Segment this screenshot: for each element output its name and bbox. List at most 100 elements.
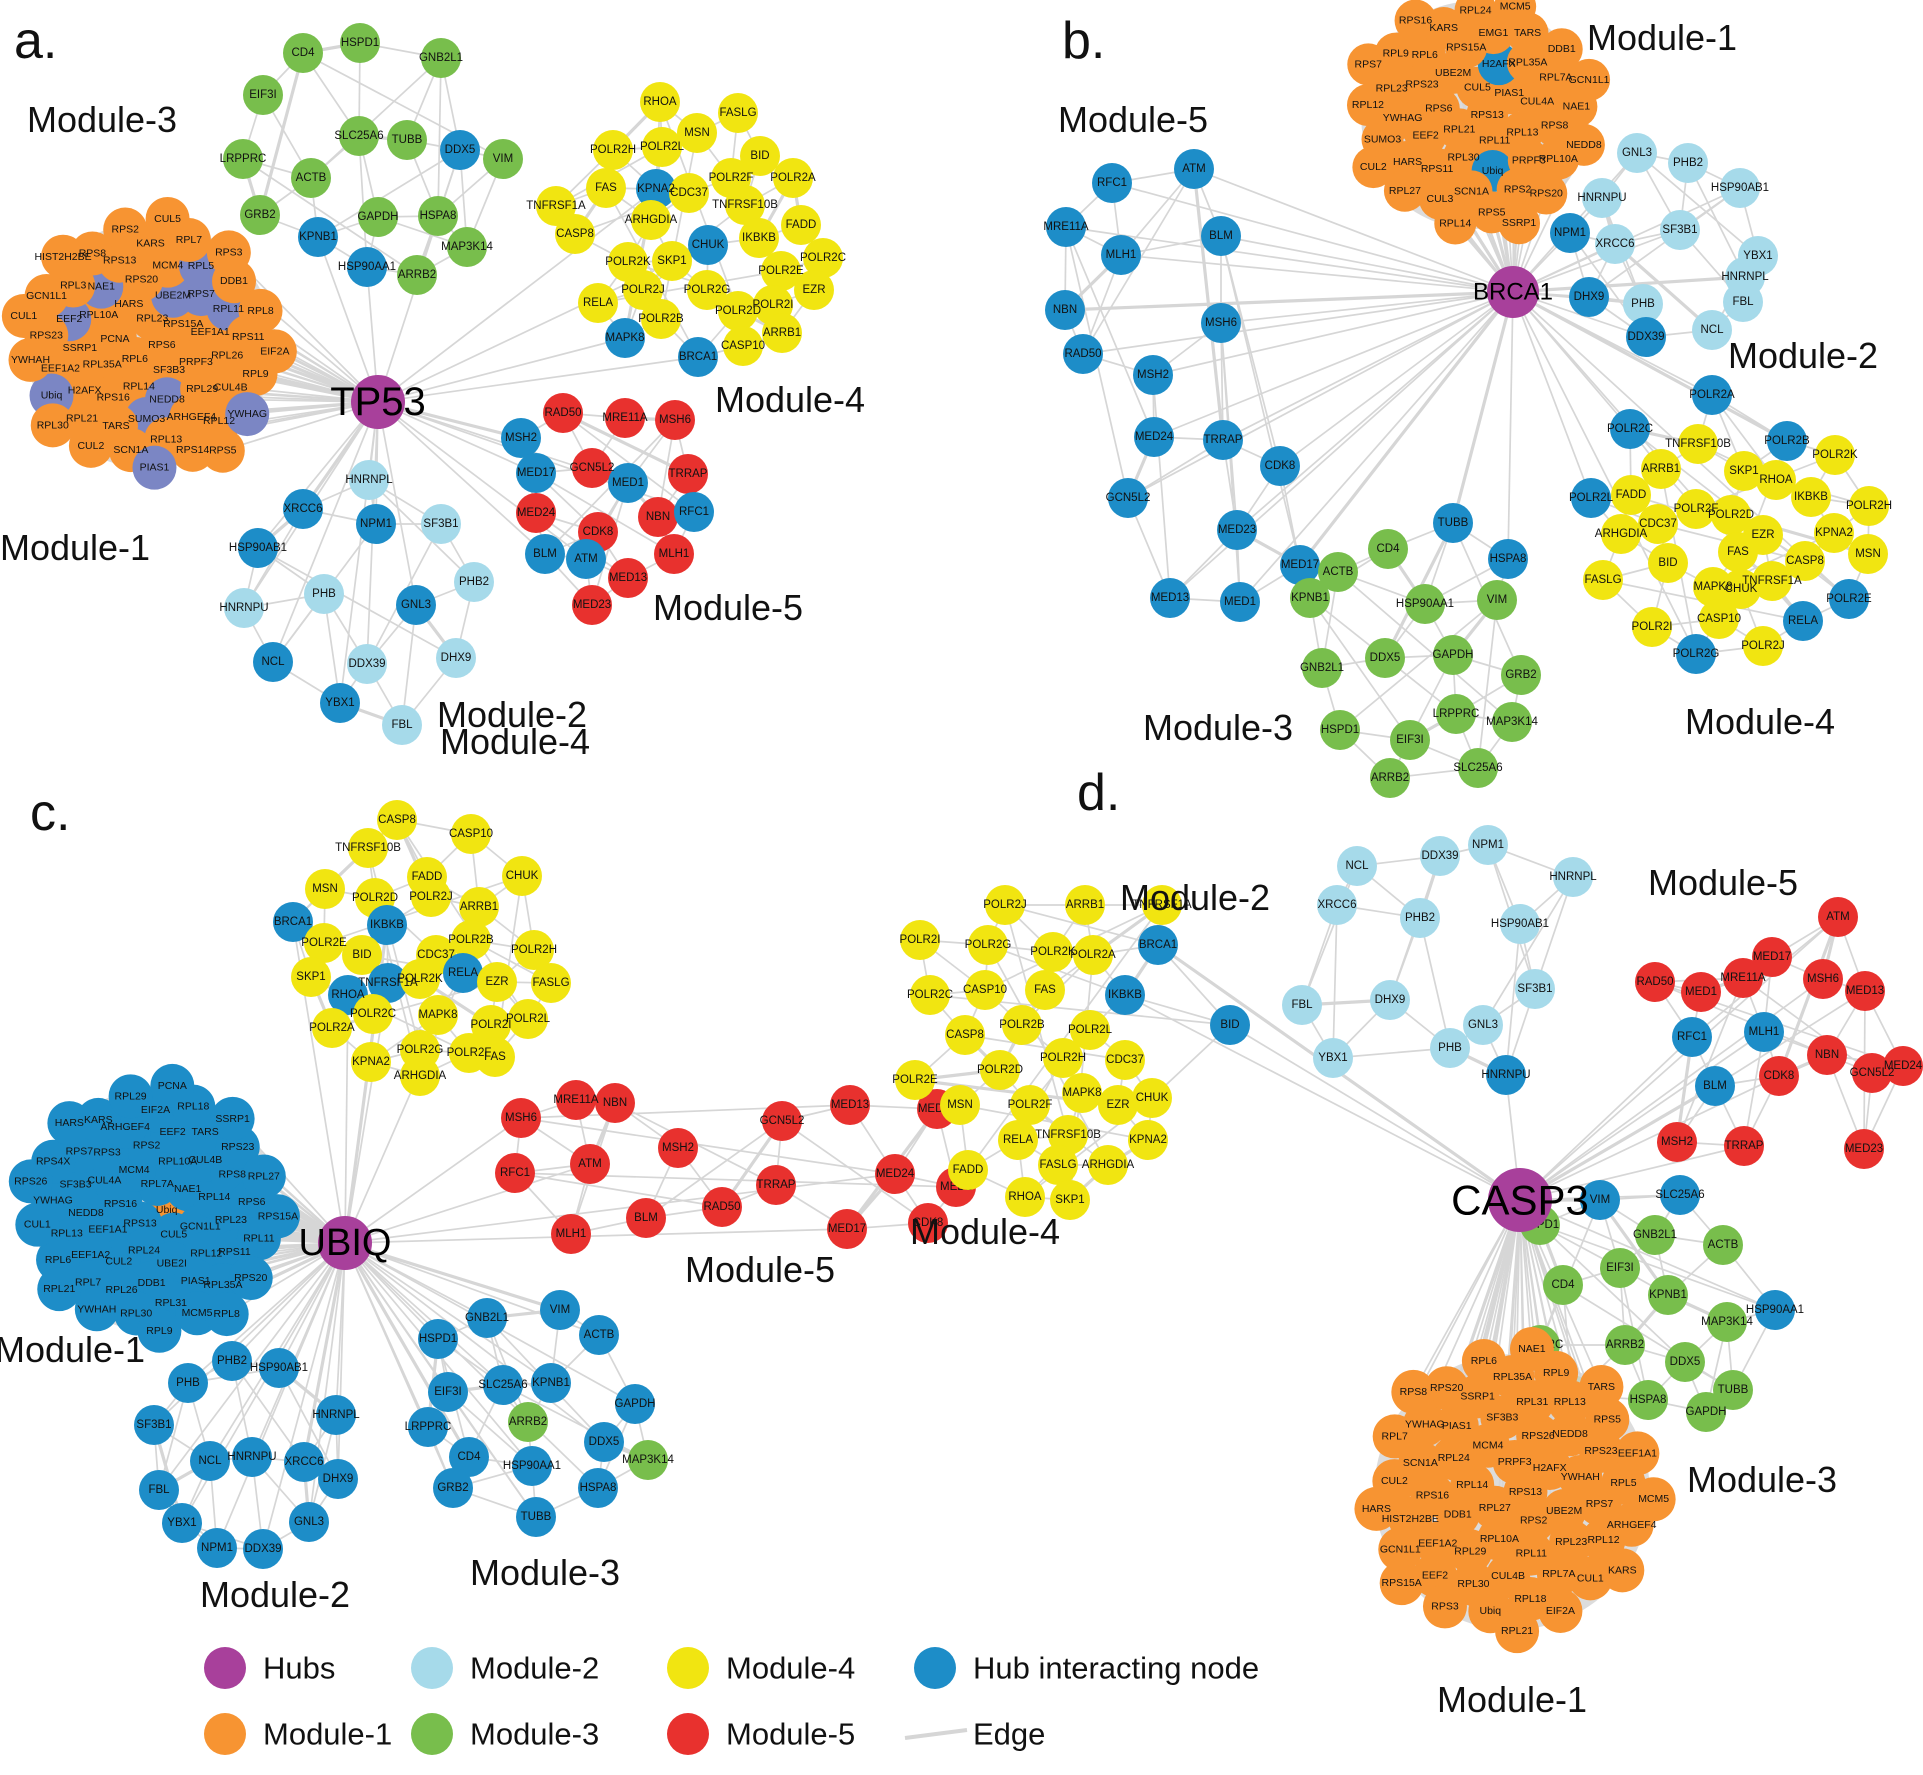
node-KPNA2[interactable] xyxy=(351,1042,391,1082)
node-CHUK[interactable] xyxy=(502,856,542,896)
node-GRB2[interactable] xyxy=(1501,655,1541,695)
node-NCL[interactable] xyxy=(190,1441,230,1481)
node-CASP10[interactable] xyxy=(723,326,763,366)
node-MAPK8[interactable] xyxy=(605,318,645,358)
node-NBN[interactable] xyxy=(595,1083,635,1123)
node-POLR2F[interactable] xyxy=(1010,1085,1050,1125)
node-VIM[interactable] xyxy=(483,139,523,179)
node-EZR[interactable] xyxy=(477,962,517,1002)
node-POLR2D[interactable] xyxy=(718,291,758,331)
node-MCM5[interactable] xyxy=(1494,0,1537,28)
node-YWHAG[interactable] xyxy=(225,392,270,437)
node-NBN[interactable] xyxy=(1045,290,1085,330)
node-RPS5[interactable] xyxy=(1585,1397,1630,1442)
hub-TP53[interactable] xyxy=(351,375,405,429)
node-ATM[interactable] xyxy=(1174,149,1214,189)
node-CASP10[interactable] xyxy=(1699,599,1739,639)
node-HIST2H2BE[interactable] xyxy=(41,234,86,279)
node-POLR2I[interactable] xyxy=(900,920,940,960)
node-DDB1[interactable] xyxy=(1540,28,1583,71)
node-IKBKB[interactable] xyxy=(1105,975,1145,1015)
node-XRCC6[interactable] xyxy=(283,489,323,529)
node-MRE11A[interactable] xyxy=(1723,958,1763,998)
node-MSH2[interactable] xyxy=(658,1128,698,1168)
node-ACTB[interactable] xyxy=(1703,1225,1743,1265)
node-HSPA8[interactable] xyxy=(418,196,458,236)
node-RPL30[interactable] xyxy=(30,403,75,448)
node-POLR2K[interactable] xyxy=(400,959,440,999)
node-MED24[interactable] xyxy=(1883,1046,1923,1086)
node-CDC37[interactable] xyxy=(1105,1040,1145,1080)
node-POLR2B[interactable] xyxy=(641,299,681,339)
node-NBN[interactable] xyxy=(1807,1035,1847,1075)
node-YWHAH[interactable] xyxy=(8,337,53,382)
node-SKP1[interactable] xyxy=(1050,1180,1090,1220)
node-IKBKB[interactable] xyxy=(1791,477,1831,517)
node-TUBB[interactable] xyxy=(516,1497,556,1537)
node-TRRAP[interactable] xyxy=(1724,1126,1764,1166)
node-EIF2A[interactable] xyxy=(252,329,297,374)
node-HNRNPU[interactable] xyxy=(1486,1055,1526,1095)
node-POLR2H[interactable] xyxy=(593,130,633,170)
node-POLR2L[interactable] xyxy=(642,127,682,167)
node-VIM[interactable] xyxy=(1580,1180,1620,1220)
node-FASLG[interactable] xyxy=(1038,1145,1078,1185)
node-DHX9[interactable] xyxy=(1370,980,1410,1020)
node-CD4[interactable] xyxy=(283,33,323,73)
node-FAS[interactable] xyxy=(475,1037,515,1077)
node-POLR2A[interactable] xyxy=(312,1008,352,1048)
node-POLR2L[interactable] xyxy=(508,999,548,1039)
node-RFC1[interactable] xyxy=(1092,163,1132,203)
node-RPL24[interactable] xyxy=(1431,1436,1476,1481)
node-HSP90AB1[interactable] xyxy=(1500,904,1540,944)
node-ACTB[interactable] xyxy=(291,158,331,198)
node-MAP3K14[interactable] xyxy=(1492,702,1532,742)
node-GNL3[interactable] xyxy=(1463,1005,1503,1045)
node-POLR2H[interactable] xyxy=(1849,486,1889,526)
node-PHB2[interactable] xyxy=(1400,898,1440,938)
node-TNFRSF10B[interactable] xyxy=(725,185,765,225)
node-MED13[interactable] xyxy=(830,1085,870,1125)
node-KPNB1[interactable] xyxy=(1648,1275,1688,1315)
node-BID[interactable] xyxy=(342,935,382,975)
node-RPL27[interactable] xyxy=(1383,169,1426,212)
node-GNL3[interactable] xyxy=(1617,133,1657,173)
node-CDK8[interactable] xyxy=(908,1203,948,1243)
node-BID[interactable] xyxy=(1648,543,1688,583)
node-RPS20[interactable] xyxy=(1525,172,1568,215)
node-SLC25A6[interactable] xyxy=(1660,1175,1700,1215)
node-RPS20[interactable] xyxy=(1424,1366,1469,1411)
node-MAP3K14[interactable] xyxy=(628,1440,668,1480)
node-RPL21[interactable] xyxy=(37,1267,82,1312)
node-FAS[interactable] xyxy=(1718,532,1758,572)
node-CUL1[interactable] xyxy=(15,1202,60,1247)
node-PHB2[interactable] xyxy=(454,562,494,602)
node-RPL8[interactable] xyxy=(238,288,283,333)
node-GNB2L1[interactable] xyxy=(421,38,461,78)
node-FASLG[interactable] xyxy=(718,93,758,133)
node-NCL[interactable] xyxy=(253,642,293,682)
node-DDX39[interactable] xyxy=(1420,836,1460,876)
node-HSP90AA1[interactable] xyxy=(1755,1290,1795,1330)
node-GRB2[interactable] xyxy=(240,195,280,235)
node-FBL[interactable] xyxy=(382,705,422,745)
node-HSPD1[interactable] xyxy=(340,23,380,63)
node-RPL29[interactable] xyxy=(108,1074,153,1119)
node-TRRAP[interactable] xyxy=(756,1165,796,1205)
node-CD4[interactable] xyxy=(449,1437,489,1477)
node-HNRNPL[interactable] xyxy=(1553,857,1593,897)
node-TRRAP[interactable] xyxy=(668,454,708,494)
node-PHB2[interactable] xyxy=(1668,143,1708,183)
node-MSN[interactable] xyxy=(940,1085,980,1125)
node-DDX39[interactable] xyxy=(243,1529,283,1569)
node-RFC1[interactable] xyxy=(674,492,714,532)
node-HARS[interactable] xyxy=(47,1101,92,1146)
node-ARHGDIA[interactable] xyxy=(1088,1145,1128,1185)
node-POLR2G[interactable] xyxy=(1676,634,1716,674)
node-HSPA8[interactable] xyxy=(1628,1380,1668,1420)
node-GCN5L2[interactable] xyxy=(1108,478,1148,518)
node-MED24[interactable] xyxy=(1134,417,1174,457)
node-RPS26[interactable] xyxy=(1516,1414,1561,1459)
node-TARS[interactable] xyxy=(1579,1364,1624,1409)
node-XRCC6[interactable] xyxy=(1595,224,1635,264)
